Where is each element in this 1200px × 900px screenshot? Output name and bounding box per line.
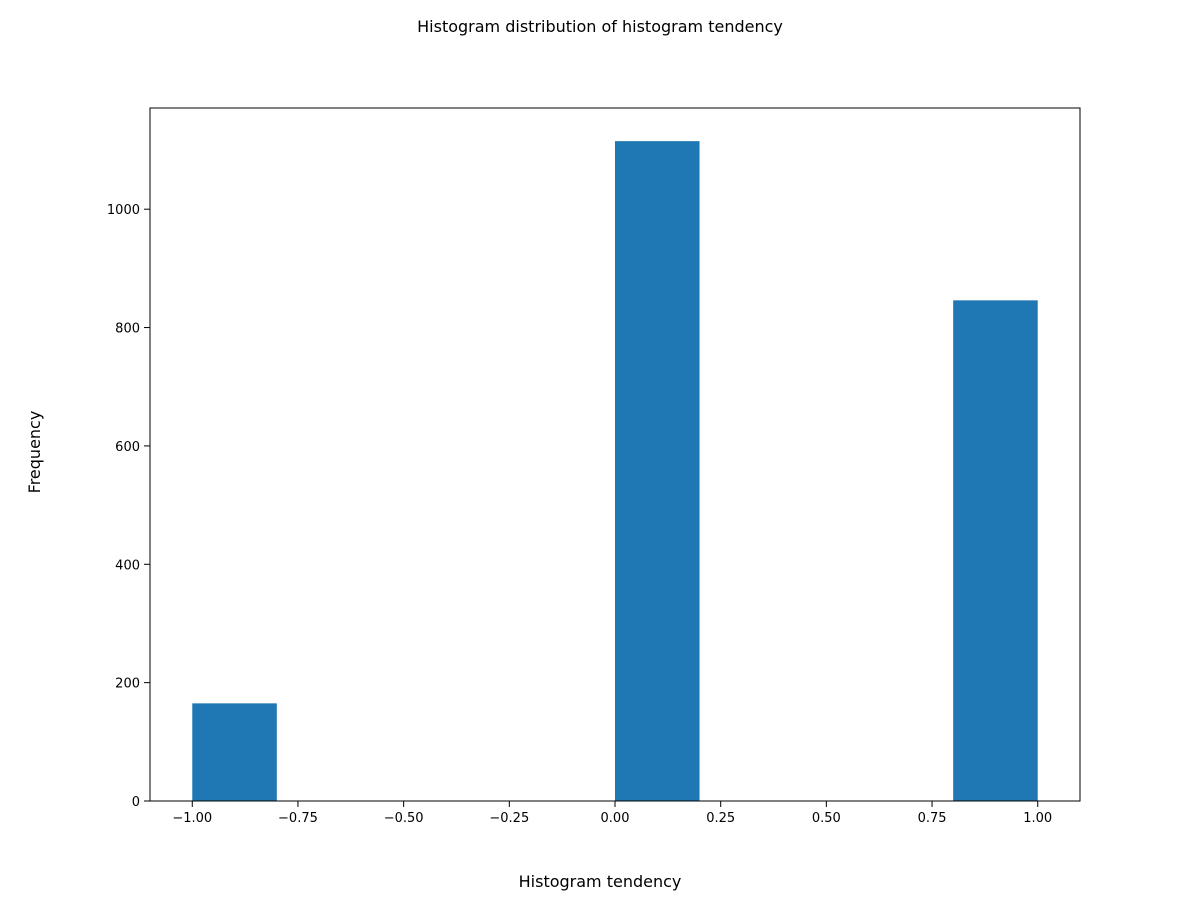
x-tick-label: 1.00	[1023, 811, 1052, 826]
x-tick-label: 0.25	[706, 811, 735, 826]
x-tick-label: −0.75	[278, 811, 318, 826]
x-tick-label: 0.50	[812, 811, 841, 826]
x-tick-label: −0.25	[489, 811, 529, 826]
y-tick-label: 600	[115, 440, 140, 455]
y-tick-label: 1000	[107, 203, 140, 218]
y-tick-label: 200	[115, 677, 140, 692]
y-tick-label: 400	[115, 558, 140, 573]
x-tick-label: −1.00	[172, 811, 212, 826]
x-axis: −1.00 −0.75 −0.50 −0.25 0.00 0.25 0.50 0.75 1.00	[172, 801, 1052, 826]
x-tick-label: 0.00	[601, 811, 630, 826]
histogram-bar-0	[192, 703, 277, 801]
x-tick-label: −0.50	[384, 811, 424, 826]
histogram-bar-9	[953, 300, 1038, 801]
histogram-bar-5	[615, 141, 700, 802]
y-axis: 0 200 400 600 800 1000	[107, 203, 150, 810]
y-tick-label: 0	[132, 795, 140, 810]
chart-title: Histogram distribution of histogram tend…	[417, 17, 783, 36]
y-tick-label: 800	[115, 322, 140, 337]
x-tick-label: 0.75	[918, 811, 947, 826]
y-axis-label: Frequency	[25, 411, 44, 494]
bars-group	[192, 141, 1038, 802]
x-axis-label: Histogram tendency	[519, 872, 682, 891]
